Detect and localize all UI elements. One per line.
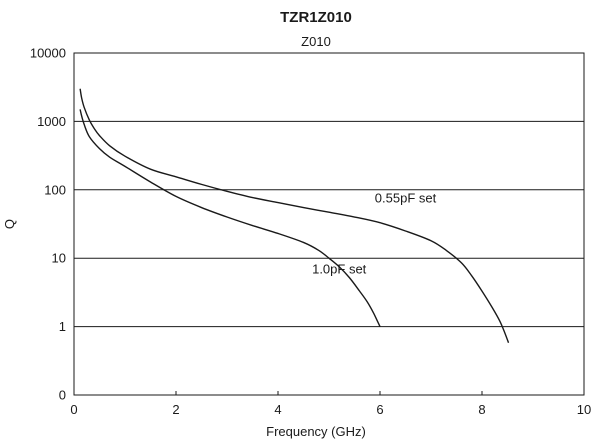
chart-subtitle: Z010 [301,34,331,49]
y-tick-label: 10000 [30,46,66,61]
x-tick-labels: 0 2 4 6 8 10 [70,391,591,417]
plot-frame [73,52,585,396]
x-tick-label: 0 [70,402,77,417]
x-tick-label: 4 [274,402,281,417]
x-tick-label: 8 [478,402,485,417]
grid-lines [74,120,584,328]
x-axis-title: Frequency (GHz) [266,424,366,439]
y-axis-title: Q [2,219,17,229]
series-label: 1.0pF set [312,261,367,276]
y-tick-label: 1 [59,319,66,334]
series-line-0-55pf-set [79,88,510,344]
y-tick-label: 10 [52,251,66,266]
series-label: 0.55pF set [375,191,437,206]
x-tick-label: 6 [376,402,383,417]
series-line-1-0pf-set [79,109,381,327]
x-tick-label: 2 [172,402,179,417]
y-tick-label: 1000 [37,114,66,129]
y-tick-labels: 0 1 10 100 1000 10000 [30,46,66,403]
x-tick-label: 10 [577,402,591,417]
series-annotations: 0.55pF set 1.0pF set [312,191,436,277]
y-tick-label: 0 [59,388,66,403]
series-lines [79,88,510,344]
chart-title: TZR1Z010 [280,9,352,26]
y-tick-label: 100 [44,182,66,197]
